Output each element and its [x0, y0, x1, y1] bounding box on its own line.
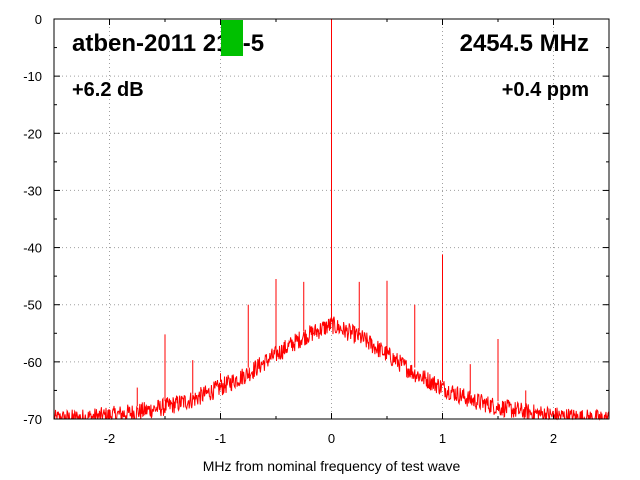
annotations: atben-2011 219-5 2454.5 MHz +6.2 dB +0.4…	[72, 20, 589, 101]
x-tick-label: -2	[104, 431, 116, 446]
x-tick-label: 1	[439, 431, 446, 446]
highlight-marker	[221, 20, 243, 56]
frequency-label: 2454.5 MHz	[460, 30, 589, 57]
y-tick-labels: 0 -10 -20 -30 -40 -50 -60 -70	[23, 12, 42, 427]
x-axis-label: MHz from nominal frequency of test wave	[203, 458, 461, 474]
y-tick-label: -10	[23, 69, 42, 84]
y-tick-label: 0	[35, 12, 42, 27]
y-tick-label: -20	[23, 126, 42, 141]
x-tick-label: 2	[550, 431, 557, 446]
y-tick-label: -30	[23, 183, 42, 198]
spectrum-series	[53, 19, 610, 421]
gain-label: +6.2 dB	[72, 79, 144, 101]
y-tick-label: -40	[23, 241, 42, 256]
x-tick-label: -1	[215, 431, 227, 446]
plot-frame	[53, 18, 610, 420]
y-tick-label: -50	[23, 298, 42, 313]
spectrum-trace	[53, 316, 610, 421]
offset-label: +0.4 ppm	[502, 79, 589, 101]
y-tick-label: -70	[23, 412, 42, 427]
y-tick-label: -60	[23, 355, 42, 370]
grid-lines	[54, 19, 609, 419]
x-tick-labels: -2 -1 0 1 2	[104, 431, 557, 446]
x-tick-label: 0	[328, 431, 335, 446]
